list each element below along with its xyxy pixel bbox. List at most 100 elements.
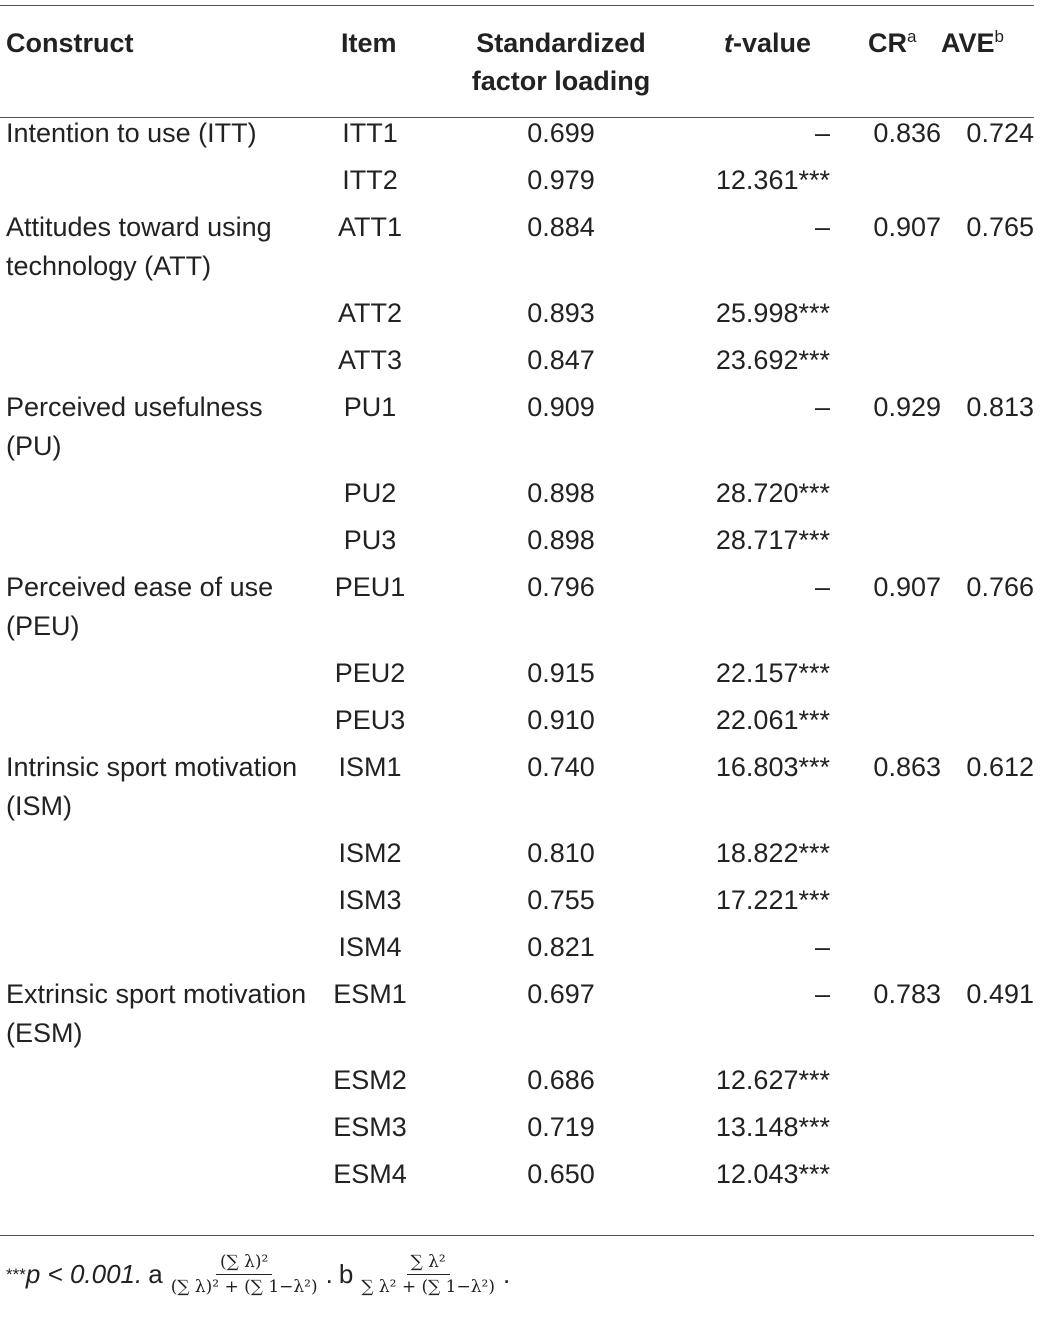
cell-item: ISM4 xyxy=(338,932,402,962)
table-row: ESM4 0.650 12.043*** xyxy=(0,1155,1036,1202)
cell-t-value: – xyxy=(814,392,830,422)
cell-ave: 0.765 xyxy=(966,212,1034,242)
cell-loading: 0.697 xyxy=(527,979,595,1009)
header-loading-line1: Standardized xyxy=(476,28,646,58)
cell-item: ESM4 xyxy=(333,1159,407,1189)
table-row: ISM4 0.821 – xyxy=(0,928,1036,975)
cell-item: ESM2 xyxy=(333,1065,407,1095)
cell-loading: 0.740 xyxy=(527,752,595,782)
table-row: PEU3 0.910 22.061*** xyxy=(0,701,1036,748)
cell-ave xyxy=(941,294,1036,341)
cell-ave: 0.724 xyxy=(966,118,1034,148)
cell-cr xyxy=(830,834,941,881)
cell-loading: 0.847 xyxy=(527,345,595,375)
cell-item: ATT1 xyxy=(337,212,402,242)
cell-ave xyxy=(941,1061,1036,1108)
cell-construct xyxy=(0,881,320,928)
table-row: PEU2 0.915 22.157*** xyxy=(0,654,1036,701)
footnote-b-fraction: ∑ λ² ∑ λ² + (∑ 1−λ²) xyxy=(357,1252,499,1297)
cell-item: ESM3 xyxy=(333,1112,407,1142)
cell-cr xyxy=(830,701,941,748)
cell-cr xyxy=(830,161,941,208)
cell-t-value: – xyxy=(814,932,830,962)
cell-construct xyxy=(0,701,320,748)
cell-cr xyxy=(830,341,941,388)
cell-t-value: 28.717*** xyxy=(715,525,830,555)
table-row: ISM3 0.755 17.221*** xyxy=(0,881,1036,928)
cell-construct xyxy=(0,1108,320,1155)
cell-construct xyxy=(0,834,320,881)
cell-loading: 0.755 xyxy=(527,885,595,915)
cell-ave: 0.766 xyxy=(966,572,1034,602)
table-row: ATT2 0.893 25.998*** xyxy=(0,294,1036,341)
cell-item: PU1 xyxy=(343,392,397,422)
cell-t-value: – xyxy=(814,118,830,148)
table-row: Attitudes toward using technology (ATT) A… xyxy=(0,208,1036,294)
cell-loading: 0.650 xyxy=(527,1159,595,1189)
cell-cr: 0.907 xyxy=(873,212,941,242)
footnote-a-fraction: (∑ λ)² (∑ λ)² + (∑ 1−λ²) xyxy=(167,1252,322,1297)
header-rule xyxy=(0,117,1034,118)
cell-ave xyxy=(941,834,1036,881)
cell-ave xyxy=(941,1108,1036,1155)
cell-ave: 0.813 xyxy=(966,392,1034,422)
cell-t-value: – xyxy=(814,572,830,602)
table-header: Construct Item Standardized factor loadi… xyxy=(0,6,1036,100)
cell-t-value: 22.061*** xyxy=(715,705,830,735)
cell-ave xyxy=(941,928,1036,975)
table-body: Intention to use (ITT) ITT1 0.699 – 0.836 0.7… xyxy=(0,100,1036,1202)
cell-loading: 0.699 xyxy=(527,118,595,148)
cell-item: PEU1 xyxy=(334,572,406,602)
cell-cr xyxy=(830,928,941,975)
cell-construct xyxy=(0,1155,320,1202)
cell-loading: 0.898 xyxy=(527,525,595,555)
table-row: PU2 0.898 28.720*** xyxy=(0,474,1036,521)
top-rule xyxy=(0,5,1034,6)
cell-t-value: 18.822*** xyxy=(715,838,830,868)
cell-cr: 0.929 xyxy=(873,392,941,422)
table-row: Intrinsic sport motivation (ISM) ISM1 0.74… xyxy=(0,748,1036,834)
cell-ave xyxy=(941,654,1036,701)
cell-t-value: 12.627*** xyxy=(715,1065,830,1095)
header-ave: AVEb xyxy=(941,6,1036,100)
cell-ave xyxy=(941,1155,1036,1202)
cell-cr xyxy=(830,1155,941,1202)
cell-construct xyxy=(0,294,320,341)
cell-cr xyxy=(830,1108,941,1155)
table-row: Extrinsic sport motivation (ESM) ESM1 0.69… xyxy=(0,975,1036,1061)
cell-cr xyxy=(830,294,941,341)
cell-t-value: – xyxy=(814,979,830,1009)
header-cr-sup: a xyxy=(907,27,917,46)
cell-ave xyxy=(941,161,1036,208)
cell-cr xyxy=(830,1061,941,1108)
cell-item: ESM1 xyxy=(333,979,407,1009)
cell-item: PU3 xyxy=(343,525,397,555)
header-loading-line2: factor loading xyxy=(471,66,651,96)
cell-ave: 0.612 xyxy=(966,752,1034,782)
cell-construct xyxy=(0,1061,320,1108)
cell-loading: 0.915 xyxy=(527,658,595,688)
cell-cr: 0.863 xyxy=(873,752,941,782)
cell-loading: 0.796 xyxy=(527,572,595,602)
header-cr-label: CR xyxy=(868,28,907,58)
cfa-table: Construct Item Standardized factor loadi… xyxy=(0,6,1036,1202)
cell-t-value: 22.157*** xyxy=(715,658,830,688)
cell-item: ITT2 xyxy=(342,165,398,195)
table-row: ISM2 0.810 18.822*** xyxy=(0,834,1036,881)
cell-loading: 0.979 xyxy=(527,165,595,195)
cell-construct: Perceived usefulness (PU) xyxy=(6,392,263,461)
table-row: Perceived usefulness (PU) PU1 0.909 – 0.929 0… xyxy=(0,388,1036,474)
cell-item: ATT2 xyxy=(337,298,402,328)
cell-loading: 0.686 xyxy=(527,1065,595,1095)
header-loading: Standardized factor loading xyxy=(420,6,702,100)
table-row: ITT2 0.979 12.361*** xyxy=(0,161,1036,208)
cell-cr xyxy=(830,654,941,701)
cell-loading: 0.898 xyxy=(527,478,595,508)
header-item: Item xyxy=(341,28,397,58)
cell-construct xyxy=(0,161,320,208)
cell-ave xyxy=(941,341,1036,388)
cell-ave xyxy=(941,521,1036,568)
cell-item: PU2 xyxy=(343,478,397,508)
cell-ave xyxy=(941,474,1036,521)
